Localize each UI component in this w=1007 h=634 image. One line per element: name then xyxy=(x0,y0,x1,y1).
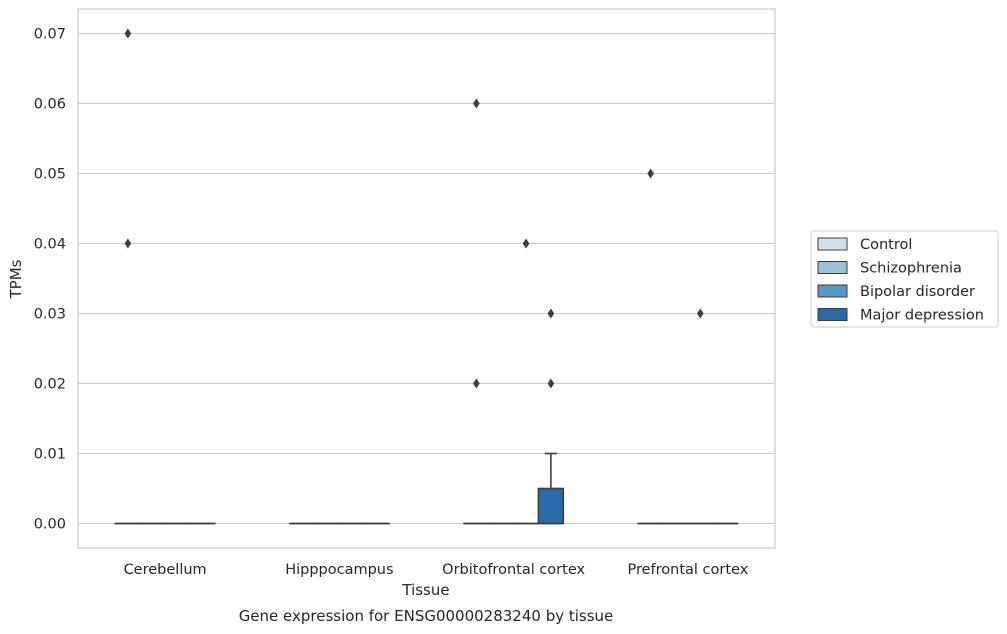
box-2-0 xyxy=(463,98,490,525)
box-2-2 xyxy=(512,238,540,525)
box-3-0 xyxy=(637,168,664,525)
box-0-0 xyxy=(114,28,142,525)
outlier-point xyxy=(647,168,654,179)
y-tick-label: 0.01 xyxy=(34,447,66,463)
box-marks xyxy=(114,28,739,525)
x-axis-ticks: Cerebellum Hipppocampus Orbitofrontal cort… xyxy=(124,562,749,578)
outlier-point xyxy=(547,378,555,389)
outlier-point xyxy=(522,238,530,249)
y-tick-label: 0.00 xyxy=(34,517,66,533)
outlier-point xyxy=(124,28,132,39)
x-tick-label: Orbitofrontal cortex xyxy=(442,562,585,578)
gridlines xyxy=(78,32,775,525)
y-tick-label: 0.02 xyxy=(34,377,66,393)
y-axis-ticks: 0.00 0.01 0.02 0.03 0.04 0.05 0.06 0.07 xyxy=(34,27,66,533)
y-tick-label: 0.07 xyxy=(34,27,66,43)
y-tick-label: 0.06 xyxy=(34,97,66,113)
y-tick-label: 0.03 xyxy=(34,307,66,323)
y-tick-label: 0.05 xyxy=(34,167,66,183)
box-2-3 xyxy=(537,308,565,525)
legend-swatch xyxy=(817,237,848,251)
y-tick-label: 0.04 xyxy=(34,237,66,253)
legend-label: Bipolar disorder xyxy=(860,284,975,300)
y-axis-title: TPMs xyxy=(7,259,25,299)
legend-frame xyxy=(810,230,999,328)
legend-swatch xyxy=(817,284,848,298)
x-axis-title: Tissue xyxy=(401,581,449,599)
legend-label: Control xyxy=(860,237,912,253)
legend-swatch xyxy=(817,261,848,274)
legend: Control Schizophrenia Bipolar disorder Majo… xyxy=(810,230,999,328)
chart-title: Gene expression for ENSG00000283240 by t… xyxy=(239,607,614,625)
legend-label: Major depression xyxy=(860,308,984,324)
outlier-point xyxy=(473,378,480,389)
legend-label: Schizophrenia xyxy=(860,261,962,277)
outlier-point xyxy=(473,98,480,109)
x-tick-label: Cerebellum xyxy=(124,562,207,578)
outlier-point xyxy=(124,238,132,249)
outlier-point xyxy=(547,308,555,319)
box-body xyxy=(537,487,565,525)
legend-swatch xyxy=(817,308,848,321)
outlier-point xyxy=(696,308,704,319)
x-tick-label: Prefrontal cortex xyxy=(627,562,748,578)
box-3-2 xyxy=(687,308,714,525)
plot-area-frame xyxy=(77,8,776,549)
x-tick-label: Hipppocampus xyxy=(285,562,393,578)
